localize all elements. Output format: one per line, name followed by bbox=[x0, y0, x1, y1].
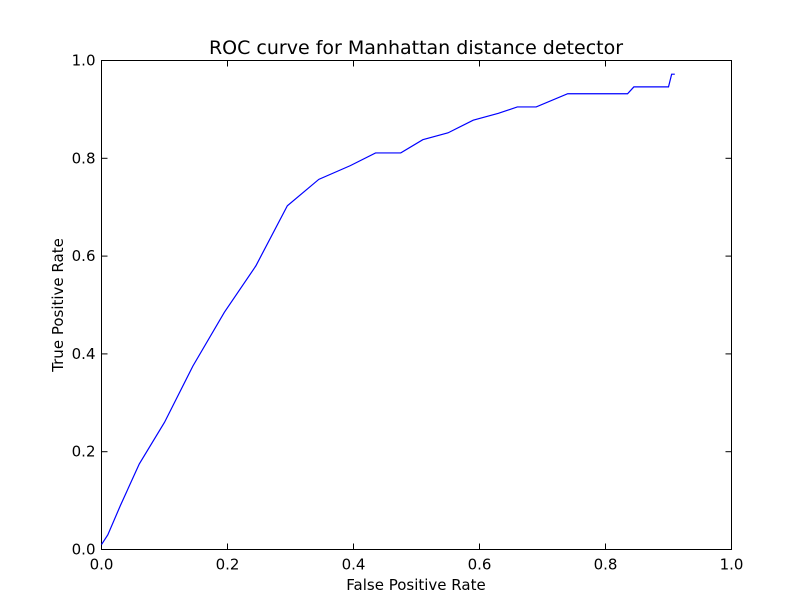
x-tick-label: 1.0 bbox=[720, 556, 744, 574]
tick-labels: 0.0 0.2 0.4 0.6 0.8 1.0 0.0 0.2 0.4 0.6 0.8 1.0 bbox=[72, 52, 744, 574]
x-tick-label: 0.6 bbox=[468, 556, 492, 574]
plot-frame bbox=[101, 60, 732, 550]
x-tick-label: 0.2 bbox=[216, 556, 240, 574]
y-tick-label: 0.6 bbox=[72, 247, 96, 265]
y-tick-label: 0.4 bbox=[72, 345, 96, 363]
y-axis-label: True Positive Rate bbox=[49, 238, 67, 373]
x-axis-label: False Positive Rate bbox=[346, 576, 485, 594]
y-tick-label: 0.0 bbox=[72, 541, 96, 559]
tick-marks bbox=[101, 60, 732, 550]
y-tick-label: 1.0 bbox=[72, 52, 96, 70]
y-tick-label: 0.8 bbox=[72, 149, 96, 167]
x-tick-label: 0.8 bbox=[594, 556, 618, 574]
x-tick-label: 0.4 bbox=[342, 556, 366, 574]
y-tick-label: 0.2 bbox=[72, 443, 96, 461]
x-tick-label: 0.0 bbox=[90, 556, 114, 574]
roc-curve-line bbox=[100, 73, 675, 545]
chart-title: ROC curve for Manhattan distance detecto… bbox=[209, 37, 623, 59]
